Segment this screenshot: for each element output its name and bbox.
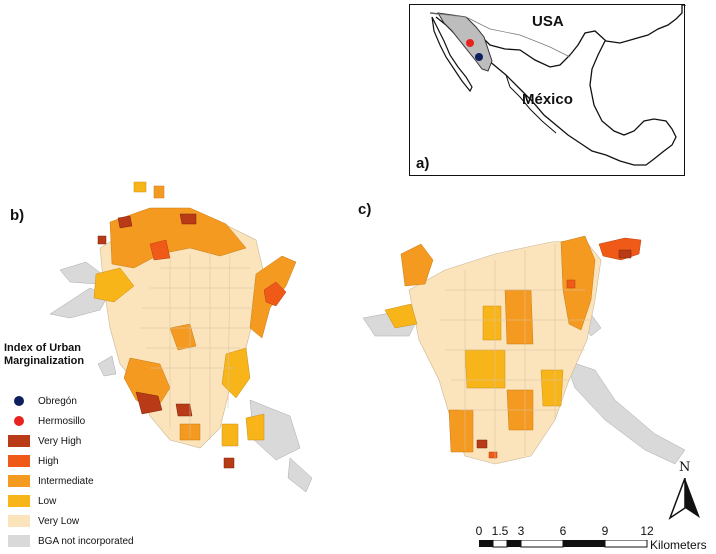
obregon-map <box>362 235 686 465</box>
legend-swatch <box>8 535 30 547</box>
legend-item: Intermediate <box>8 474 94 488</box>
inset-map: USA México a) <box>409 4 686 176</box>
legend-label: Intermediate <box>38 475 94 487</box>
legend-swatch <box>8 515 30 527</box>
legend-swatch <box>8 495 30 507</box>
low-zone <box>221 423 239 447</box>
bga-not-incorporated <box>50 287 109 319</box>
very-high-zone <box>223 457 235 469</box>
scale-tick: 0 <box>475 524 483 538</box>
very-high-zone <box>117 215 133 229</box>
scale-bar: 0 1.5 3 6 9 12 Kilometers <box>470 524 710 554</box>
legend-dot <box>14 416 24 426</box>
panel-label-c: c) <box>358 201 372 218</box>
legend-item: Low <box>8 494 56 508</box>
intermediate-zone <box>109 207 247 269</box>
legend-label: Very High <box>38 435 82 447</box>
very-high-zone <box>618 249 632 259</box>
high-zone <box>488 451 498 459</box>
intermediate-zone <box>448 409 474 453</box>
intermediate-zone <box>400 243 434 287</box>
low-zone <box>221 347 251 399</box>
scale-tick: 1.5 <box>491 524 509 538</box>
low-zone <box>384 303 418 329</box>
north-arrow: N <box>668 460 702 522</box>
very-high-zone <box>135 391 163 415</box>
bga-not-incorporated <box>287 457 313 493</box>
legend-label: High <box>38 455 59 467</box>
us-border <box>429 12 571 58</box>
high-zone <box>566 279 576 289</box>
legend: Index of Urban Marginalization Obregón He… <box>4 342 184 552</box>
low-zone <box>93 267 135 303</box>
legend-item: Obregón <box>8 394 77 408</box>
legend-label: Hermosillo <box>38 415 86 427</box>
scale-tick: 9 <box>601 524 609 538</box>
low-zone <box>482 305 502 341</box>
scale-tick-labels: 0 1.5 3 6 9 12 <box>470 524 654 540</box>
north-arrow-icon <box>668 478 700 520</box>
legend-item: Very Low <box>8 514 79 528</box>
pacific-coast <box>505 74 557 134</box>
usa-label: USA <box>532 13 564 30</box>
block-grid <box>140 252 256 440</box>
legend-swatch <box>8 475 30 487</box>
bga-not-incorporated <box>97 355 117 377</box>
panel-label-b: b) <box>10 207 25 224</box>
intermediate-zone <box>153 185 165 199</box>
legend-swatch <box>8 435 30 447</box>
legend-label: BGA not incorporated <box>38 535 134 547</box>
hermosillo-dot <box>466 39 474 47</box>
very-high-zone <box>175 403 193 417</box>
very-high-zone <box>476 439 488 449</box>
intermediate-zone <box>560 235 596 331</box>
very-high-zone <box>97 235 107 245</box>
scale-bar-graphic <box>479 540 648 548</box>
legend-item: BGA not incorporated <box>8 534 134 548</box>
inset-map-svg <box>429 5 686 166</box>
low-zone <box>464 349 506 389</box>
low-zone <box>245 413 265 441</box>
legend-dot <box>14 396 24 406</box>
low-zone <box>133 181 147 193</box>
low-zone <box>540 369 564 407</box>
sonora-state <box>437 12 493 72</box>
hermosillo-map <box>50 181 313 493</box>
legend-label: Very Low <box>38 515 80 527</box>
block-grid <box>439 244 591 460</box>
legend-label: Low <box>38 495 57 507</box>
legend-item: Hermosillo <box>8 414 85 428</box>
legend-item: High <box>8 454 59 468</box>
mexico-label: México <box>522 91 573 108</box>
intermediate-zone <box>169 323 197 351</box>
bga-not-incorporated <box>564 359 686 465</box>
scale-tick: 3 <box>517 524 525 538</box>
very-high-zone <box>179 213 197 225</box>
legend-label: Obregón <box>38 395 77 407</box>
legend-item: Very High <box>8 434 81 448</box>
scale-tick: 12 <box>640 524 654 538</box>
scale-tick: 6 <box>559 524 567 538</box>
north-letter: N <box>679 460 691 475</box>
legend-title: Index of Urban Marginalization <box>4 342 85 367</box>
high-zone <box>263 281 287 307</box>
intermediate-zone <box>504 289 534 345</box>
legend-swatch <box>8 455 30 467</box>
obregon-dot <box>475 53 483 61</box>
panel-label-a: a) <box>416 155 430 172</box>
baja-california <box>431 16 473 93</box>
scale-units: Kilometers <box>650 538 707 552</box>
